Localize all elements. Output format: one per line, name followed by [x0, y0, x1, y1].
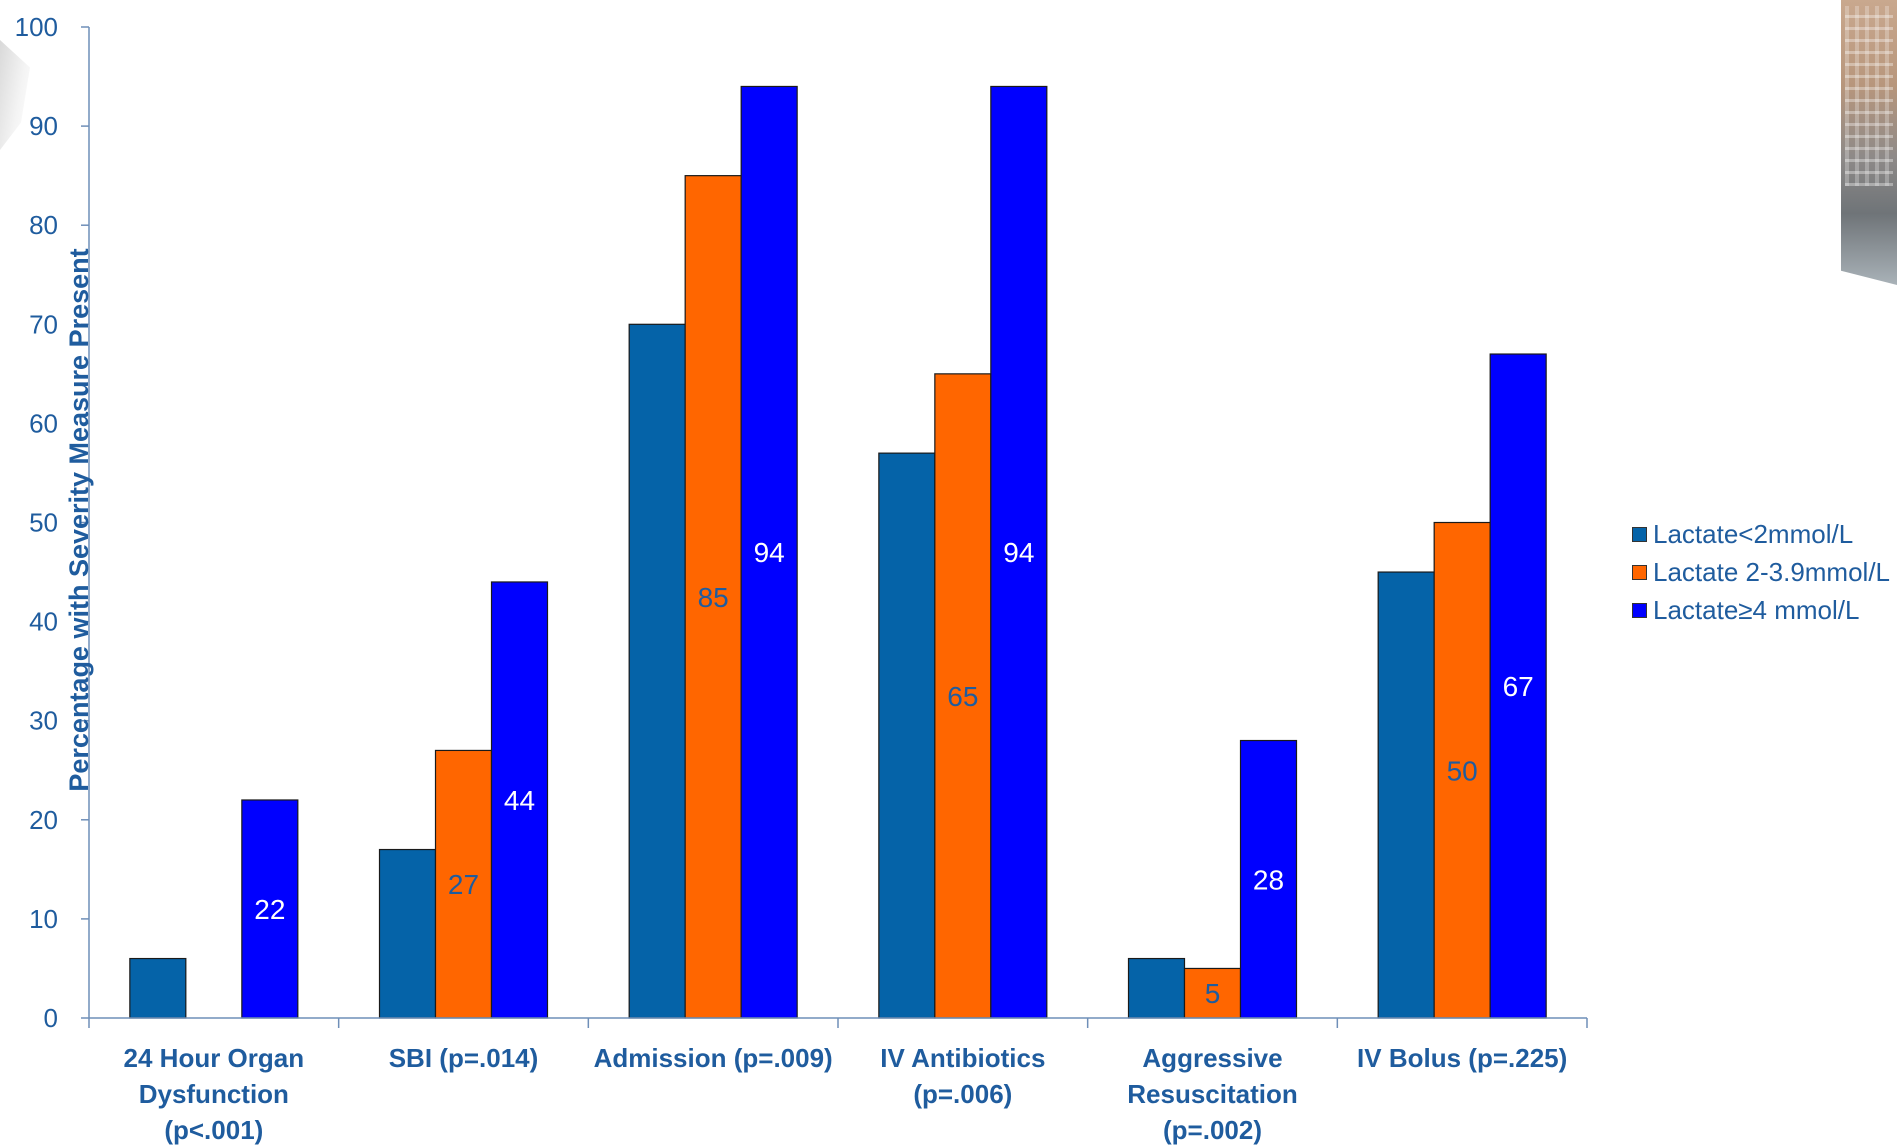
x-tick-label-4-line-1: Resuscitation [1127, 1079, 1298, 1109]
y-tick-label-3: 30 [29, 706, 58, 736]
x-tick-label-5-line-0: IV Bolus (p=.225) [1357, 1043, 1567, 1073]
bar-s0-c0 [129, 957, 187, 1019]
legend-label-1: Lactate 2-3.9mmol/L [1653, 556, 1891, 587]
bar-s0-c1 [378, 848, 437, 1019]
bar-label-s2-c3: 94 [1003, 537, 1034, 568]
bar-label-s1-c1: 27 [448, 869, 479, 900]
bar-label-s1-c2: 85 [698, 582, 729, 613]
bar-label-s2-c5: 67 [1503, 671, 1534, 702]
bar-label-s1-c4: 5 [1205, 978, 1221, 1009]
legend-item-1: Lactate 2-3.9mmol/L [1632, 553, 1890, 591]
y-ticks-layer: 0 10 20 30 40 50 60 70 80 90 100 [15, 12, 89, 1033]
bars-layer [129, 85, 1547, 1019]
x-tick-label-0-line-1: Dysfunction [139, 1079, 289, 1109]
bar-s0-c4 [1127, 957, 1186, 1019]
y-tick-label-10: 100 [15, 12, 58, 42]
y-tick-label-5: 50 [29, 508, 58, 538]
bar-s0-c3 [878, 452, 936, 1019]
bar-labels-layer: 27 85 65 5 50 22 44 94 94 28 67 [254, 537, 1533, 1009]
y-tick-label-8: 80 [29, 210, 58, 240]
legend-item-0: Lactate<2mmol/L [1632, 515, 1890, 553]
bar-s2-c3 [990, 85, 1048, 1019]
y-tick-label-9: 90 [29, 111, 58, 141]
x-tick-label-2-line-0: Admission (p=.009) [594, 1043, 833, 1073]
bar-s2-c4 [1239, 739, 1298, 1019]
x-tick-label-0-line-2: (p<.001) [164, 1115, 263, 1145]
y-tick-label-1: 10 [29, 904, 58, 934]
x-tick-label-4-line-2: (p=.002) [1163, 1115, 1262, 1145]
y-tick-label-2: 20 [29, 805, 58, 835]
x-tick-label-4-line-0: Aggressive [1142, 1043, 1282, 1073]
x-tick-label-3-line-0: IV Antibiotics [880, 1043, 1045, 1073]
x-tick-label-3-line-1: (p=.006) [913, 1079, 1012, 1109]
legend-swatch-1 [1632, 564, 1647, 580]
x-ticks-layer: 24 Hour Organ Dysfunction (p<.001) SBI (p=.… [88, 1018, 1588, 1145]
axes-layer [88, 27, 1587, 1019]
bar-label-s2-c2: 94 [754, 537, 785, 568]
building-windows [1845, 6, 1893, 186]
bar-s2-c5 [1489, 353, 1547, 1019]
bar-label-s1-c3: 65 [947, 681, 978, 712]
y-tick-label-6: 60 [29, 408, 58, 438]
y-tick-label-7: 70 [29, 309, 58, 339]
bar-s2-c2 [740, 85, 798, 1019]
bar-s2-c1 [490, 581, 549, 1019]
bar-label-s1-c5: 50 [1447, 755, 1478, 786]
bar-label-s2-c0: 22 [254, 894, 285, 925]
legend-swatch-0 [1632, 526, 1647, 542]
y-tick-label-4: 40 [29, 607, 58, 637]
legend-label-0: Lactate<2mmol/L [1653, 518, 1854, 549]
bar-s0-c2 [628, 323, 686, 1019]
bar-label-s2-c4: 28 [1253, 864, 1284, 895]
legend-label-2: Lactate≥4 mmol/L [1653, 594, 1860, 625]
x-tick-label-1-line-0: SBI (p=.014) [389, 1043, 539, 1073]
legend: Lactate<2mmol/L Lactate 2-3.9mmol/L Lact… [1632, 515, 1890, 629]
y-axis-label: Percentage with Severity Measure Present [64, 248, 94, 791]
legend-swatch-2 [1632, 602, 1647, 618]
bar-s2-c0 [241, 799, 299, 1019]
y-tick-label-0: 0 [44, 1003, 58, 1033]
bar-s0-c5 [1377, 571, 1435, 1019]
building-photo-decoration [1841, 0, 1897, 285]
x-tick-label-0-line-0: 24 Hour Organ [124, 1043, 305, 1073]
legend-item-2: Lactate≥4 mmol/L [1632, 591, 1890, 629]
bar-label-s2-c1: 44 [504, 785, 535, 816]
